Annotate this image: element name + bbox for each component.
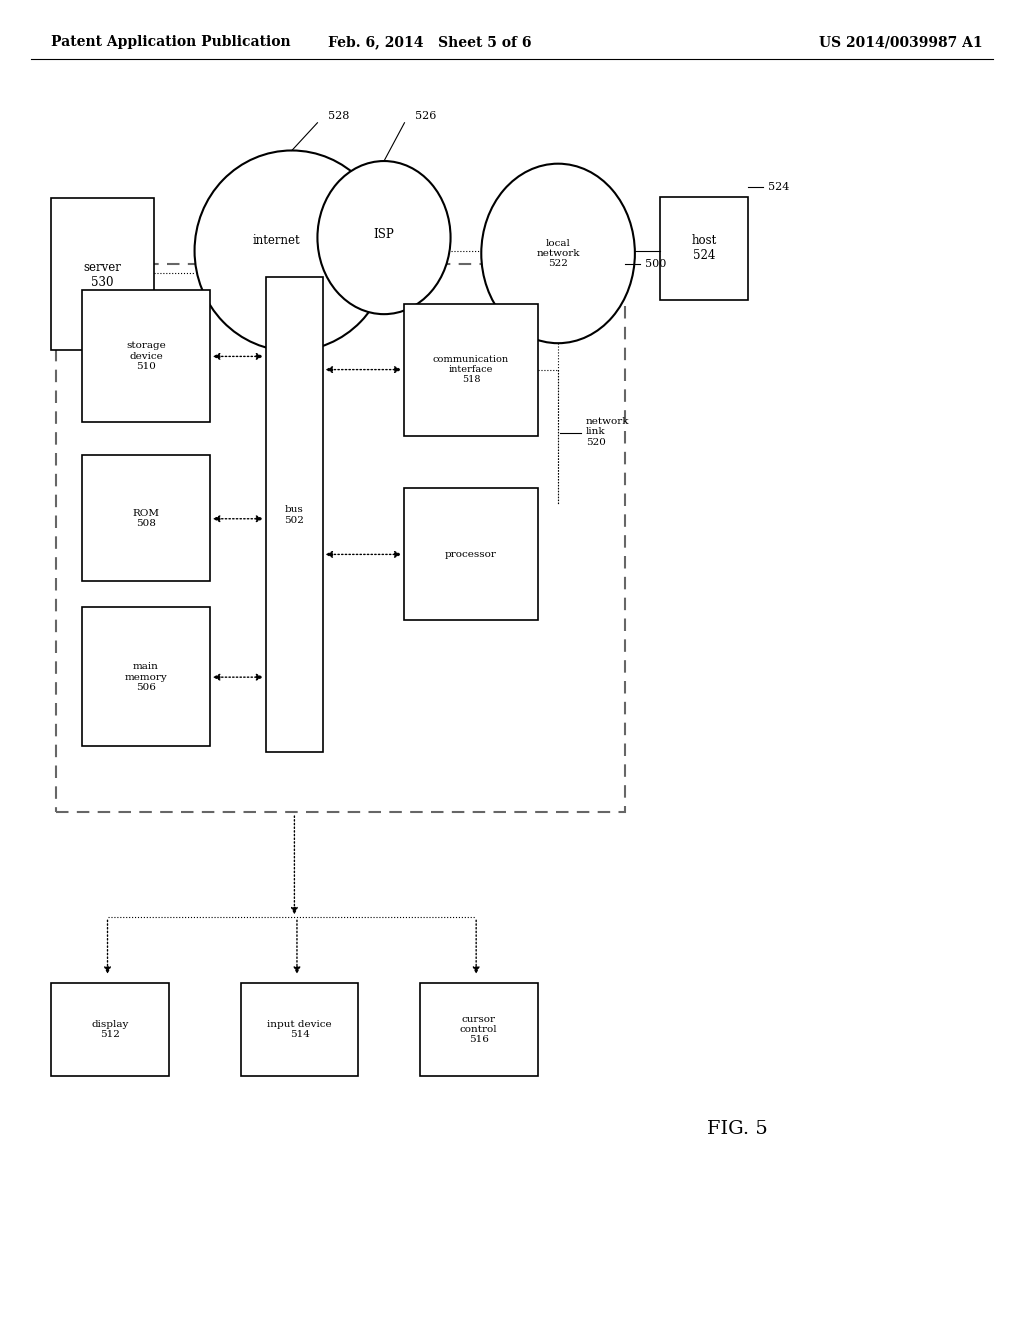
Text: input device
514: input device 514 <box>267 1020 332 1039</box>
Text: ROM
508: ROM 508 <box>132 510 160 528</box>
Text: 526: 526 <box>415 111 436 121</box>
FancyBboxPatch shape <box>56 264 625 812</box>
Text: Feb. 6, 2014   Sheet 5 of 6: Feb. 6, 2014 Sheet 5 of 6 <box>329 36 531 49</box>
Ellipse shape <box>195 150 389 351</box>
FancyBboxPatch shape <box>266 277 323 752</box>
FancyBboxPatch shape <box>404 488 538 620</box>
Text: US 2014/0039987 A1: US 2014/0039987 A1 <box>819 36 983 49</box>
Text: local
network
522: local network 522 <box>537 239 580 268</box>
Ellipse shape <box>317 161 451 314</box>
Text: network
link
520: network link 520 <box>586 417 629 446</box>
FancyBboxPatch shape <box>51 983 169 1076</box>
FancyBboxPatch shape <box>82 290 210 422</box>
Text: main
memory
506: main memory 506 <box>125 663 167 692</box>
Text: Patent Application Publication: Patent Application Publication <box>51 36 291 49</box>
Text: cursor
control
516: cursor control 516 <box>460 1015 498 1044</box>
Text: 524: 524 <box>768 182 790 193</box>
Text: ISP: ISP <box>374 228 394 242</box>
FancyBboxPatch shape <box>660 197 748 300</box>
Text: display
512: display 512 <box>91 1020 129 1039</box>
Text: internet: internet <box>253 234 300 247</box>
Text: storage
device
510: storage device 510 <box>126 342 166 371</box>
Text: communication
interface
518: communication interface 518 <box>433 355 509 384</box>
Text: server
530: server 530 <box>84 260 121 289</box>
FancyBboxPatch shape <box>82 455 210 581</box>
FancyBboxPatch shape <box>51 198 154 350</box>
Text: FIG. 5: FIG. 5 <box>707 1119 768 1138</box>
Text: 528: 528 <box>328 111 349 121</box>
Text: 500: 500 <box>645 259 667 269</box>
Text: host
524: host 524 <box>691 234 717 263</box>
Text: bus
502: bus 502 <box>285 506 304 524</box>
FancyBboxPatch shape <box>241 983 358 1076</box>
FancyBboxPatch shape <box>82 607 210 746</box>
FancyBboxPatch shape <box>420 983 538 1076</box>
Text: processor: processor <box>445 550 497 558</box>
Ellipse shape <box>481 164 635 343</box>
FancyBboxPatch shape <box>404 304 538 436</box>
